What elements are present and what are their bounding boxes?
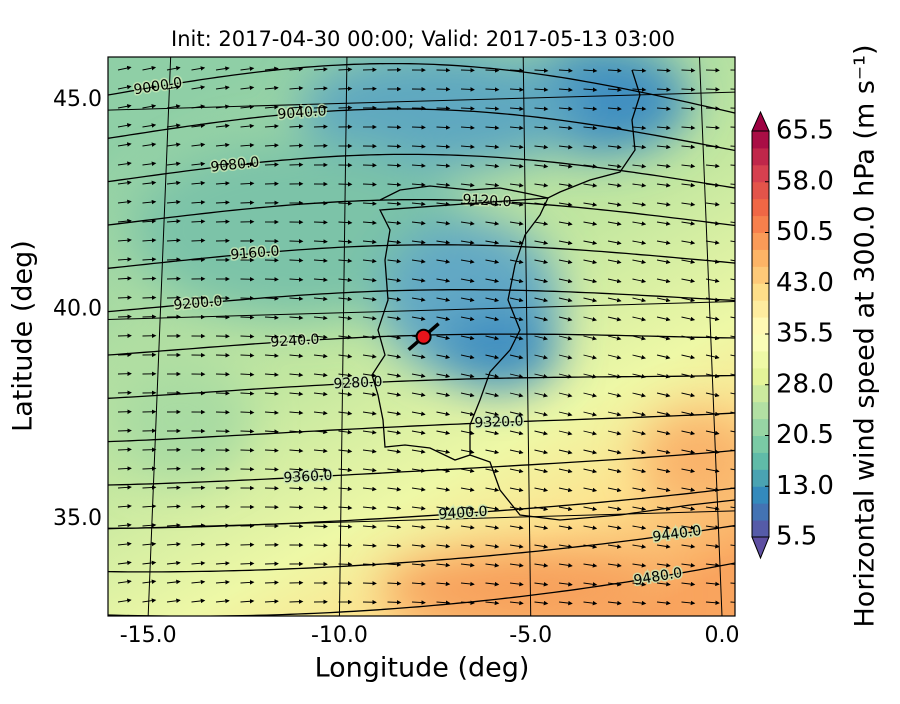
colorbar-band <box>752 233 769 250</box>
colorbar-tick-label: 20.5 <box>776 420 834 450</box>
colorbar-tick-label: 65.5 <box>776 116 834 146</box>
wind-arrow <box>216 222 229 223</box>
wind-arrow <box>363 583 376 584</box>
wind-arrow <box>339 545 352 546</box>
colorbar-tick-label: 58.0 <box>776 166 834 196</box>
colorbar-label: Horizontal wind speed at 300.0 hPa (m s⁻… <box>850 44 881 627</box>
wind-arrow <box>118 317 131 318</box>
wind-arrow <box>486 70 499 71</box>
wind-arrow <box>437 108 450 109</box>
chart-title: Init: 2017-04-30 00:00; Valid: 2017-05-1… <box>171 27 675 51</box>
colorbar-band <box>752 436 769 453</box>
colorbar-extend-min <box>752 537 769 558</box>
wind-arrow <box>265 469 278 470</box>
wind-arrow <box>241 563 254 564</box>
y-tick-label: 45.0 <box>53 87 102 112</box>
colorbar-band <box>752 402 769 419</box>
wind-arrow <box>143 468 156 469</box>
colorbar-band <box>752 216 769 233</box>
colorbar-tick-label: 50.5 <box>776 217 834 247</box>
colorbar-tick-label: 13.0 <box>776 471 834 501</box>
wind-arrow <box>290 260 303 261</box>
colorbar-band <box>752 182 769 199</box>
colorbar-band <box>752 300 769 317</box>
colorbar-band <box>752 486 769 503</box>
colorbar-band <box>752 334 769 351</box>
wind-arrow <box>314 127 327 128</box>
x-tick-label: -10.0 <box>311 623 368 648</box>
wind-arrow <box>461 89 474 90</box>
wind-arrow <box>118 297 131 298</box>
colorbar-band <box>752 249 769 266</box>
colorbar-tick-label: 43.0 <box>776 268 834 298</box>
x-tick-label: -15.0 <box>120 623 177 648</box>
wind-arrow <box>265 279 278 280</box>
wind-arrow <box>241 317 254 318</box>
wind-arrow <box>314 222 327 223</box>
wind-arrow <box>241 355 254 356</box>
colorbar-band <box>752 131 769 148</box>
colorbar-band <box>752 148 769 165</box>
colorbar-band <box>752 351 769 368</box>
y-axis-label: Latitude (deg) <box>8 240 39 432</box>
wind-arrow <box>143 278 156 279</box>
colorbar-band <box>752 199 769 216</box>
wind-arrow <box>216 526 229 527</box>
wind-arrow <box>265 164 278 165</box>
contour-label: 9360.0 <box>283 468 333 487</box>
wind-arrow <box>241 412 254 413</box>
wind-arrow <box>290 145 303 146</box>
wind-arrow <box>290 602 303 603</box>
y-tick-label: 40.0 <box>53 296 102 321</box>
colorbar-band <box>752 266 769 283</box>
x-axis-label: Longitude (deg) <box>315 653 530 684</box>
colorbar-band <box>752 503 769 520</box>
wind-arrow <box>682 70 695 71</box>
colorbar-tick-label: 5.5 <box>776 522 817 552</box>
wind-arrow <box>731 108 744 109</box>
wind-arrow <box>290 507 303 508</box>
colorbar-band <box>752 469 769 486</box>
contour-label: 9400.0 <box>438 504 488 523</box>
wind-arrow <box>241 203 254 204</box>
wind-arrow <box>363 184 376 185</box>
wind-arrow <box>265 582 278 583</box>
wind-arrow <box>192 240 205 241</box>
wind-arrow <box>388 146 401 147</box>
colorbar-band <box>752 419 769 436</box>
wind-arrow <box>314 526 327 527</box>
wind-arrow <box>118 449 131 450</box>
colorbar-band <box>752 283 769 300</box>
colorbar-band <box>752 368 769 385</box>
wind-arrow <box>167 259 180 260</box>
wind-arrow <box>388 602 401 603</box>
wind-arrow <box>192 507 205 508</box>
wind-arrow <box>241 431 254 432</box>
colorbar-band <box>752 385 769 402</box>
contour-label: 9320.0 <box>474 413 524 431</box>
wind-arrow <box>339 89 352 90</box>
site-marker <box>417 330 431 344</box>
colorbar-band <box>752 165 769 182</box>
wind-arrow <box>143 298 156 299</box>
colorbar-band <box>752 317 769 334</box>
colorbar-tick-label: 35.5 <box>776 319 834 349</box>
y-tick-label: 35.0 <box>53 506 102 531</box>
x-tick-label: 0.0 <box>704 623 739 648</box>
x-tick-label: -5.0 <box>509 623 552 648</box>
wind-arrow <box>706 89 719 90</box>
wind-arrow <box>339 203 352 204</box>
wind-arrow <box>412 127 425 128</box>
colorbar-band <box>752 452 769 469</box>
wind-arrow <box>167 488 180 489</box>
wind-arrow <box>241 336 254 337</box>
wind-arrow <box>118 431 131 432</box>
colorbar-tick-label: 28.0 <box>776 369 834 399</box>
contour-label: 9240.0 <box>270 332 320 351</box>
contour-label: 9280.0 <box>333 374 383 392</box>
colorbar-band <box>752 520 769 537</box>
colorbar-extend-max <box>752 112 769 131</box>
